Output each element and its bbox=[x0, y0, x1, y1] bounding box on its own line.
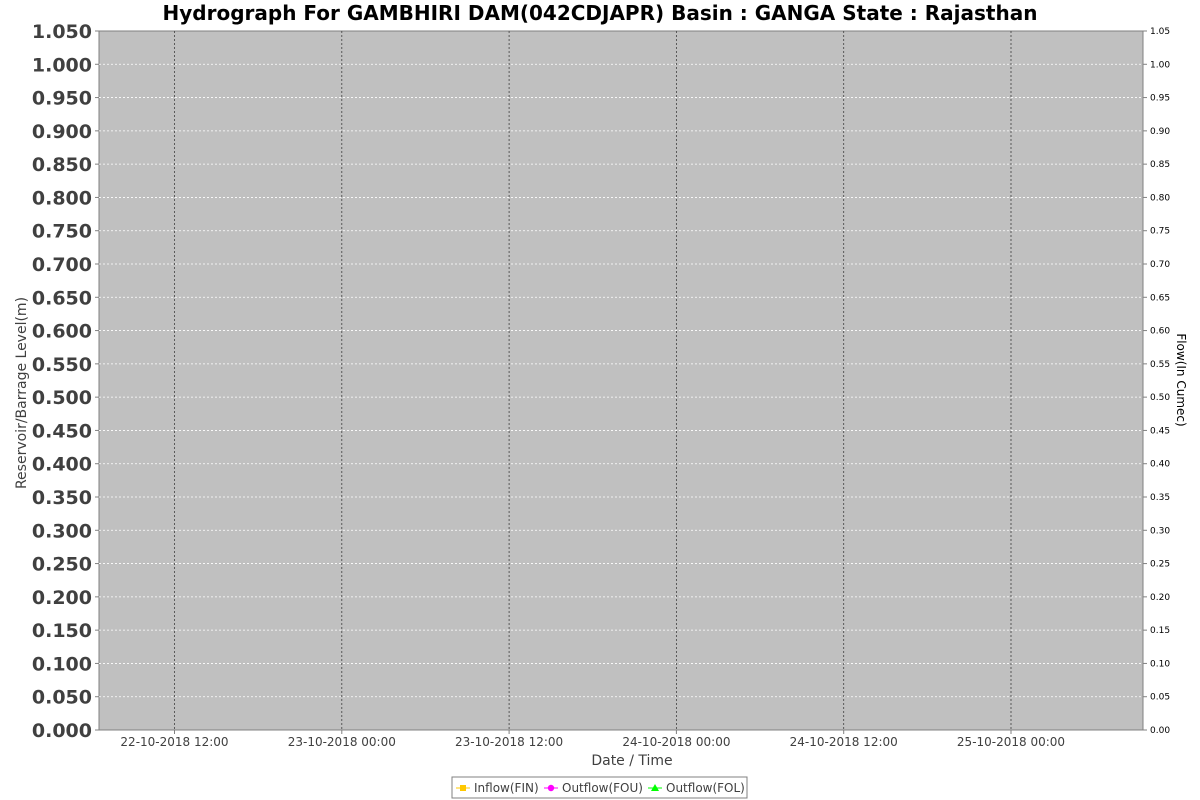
y-tick-label: 0.150 bbox=[32, 620, 92, 642]
y-tick-label: 0.950 bbox=[32, 88, 92, 110]
legend-marker-circle bbox=[547, 784, 555, 792]
legend: Inflow(FIN) Outflow(FOU) Outflow(FOL) bbox=[451, 776, 748, 799]
x-tick-label: 23-10-2018 12:00 bbox=[455, 735, 563, 749]
y-tick-label: 0.300 bbox=[32, 520, 92, 542]
y2-tick-label: 0.95 bbox=[1150, 94, 1170, 104]
y2-tick-label: 0.00 bbox=[1150, 726, 1170, 736]
y2-tick-label: 0.25 bbox=[1150, 560, 1170, 570]
y-tick-label: 0.550 bbox=[32, 354, 92, 376]
y2-tick-label: 0.35 bbox=[1150, 493, 1170, 503]
y-tick-label: 0.350 bbox=[32, 487, 92, 509]
y2-tick-label: 0.85 bbox=[1150, 160, 1170, 170]
vertical-gridlines bbox=[174, 31, 1012, 730]
y2-tick-label: 1.00 bbox=[1150, 60, 1170, 70]
y-tick-label: 0.250 bbox=[32, 554, 92, 576]
left-y-axis-label: Reservoir/Barrage Level(m) bbox=[14, 297, 30, 489]
y2-tick-label: 0.50 bbox=[1150, 393, 1170, 403]
y-tick-label: 1.000 bbox=[32, 54, 92, 76]
legend-box bbox=[451, 776, 748, 799]
chart-title: Hydrograph For GAMBHIRI DAM(042CDJAPR) B… bbox=[163, 1, 1038, 25]
legend-marker-triangle bbox=[651, 784, 659, 791]
y-tick-label: 0.450 bbox=[32, 420, 92, 442]
plot-area bbox=[98, 30, 1144, 731]
x-tick-label: 25-10-2018 00:00 bbox=[957, 735, 1065, 749]
x-tick-label: 23-10-2018 00:00 bbox=[288, 735, 396, 749]
y2-tick-label: 0.90 bbox=[1150, 127, 1170, 137]
y-tick-label: 0.600 bbox=[32, 321, 92, 343]
y2-tick-label: 0.30 bbox=[1150, 526, 1170, 536]
y-tick-label: 1.050 bbox=[32, 21, 92, 43]
legend-marker-square bbox=[460, 785, 466, 791]
left-y-axis-ticks: 0.000 0.050 0.100 0.150 0.200 0.250 0.300 0.350… bbox=[32, 21, 99, 742]
right-y-axis-label: Flow(In Cumec) bbox=[1174, 333, 1188, 426]
y2-tick-label: 0.70 bbox=[1150, 260, 1170, 270]
y2-tick-label: 0.75 bbox=[1150, 227, 1170, 237]
y2-tick-label: 0.60 bbox=[1150, 327, 1170, 337]
y2-tick-label: 0.45 bbox=[1150, 426, 1170, 436]
y-tick-label: 0.050 bbox=[32, 687, 92, 709]
y2-tick-label: 0.80 bbox=[1150, 193, 1170, 203]
y-tick-label: 0.200 bbox=[32, 587, 92, 609]
y-tick-label: 0.750 bbox=[32, 221, 92, 243]
x-tick-label: 24-10-2018 00:00 bbox=[622, 735, 730, 749]
legend-label: Inflow(FIN) bbox=[474, 781, 539, 795]
y2-tick-label: 0.10 bbox=[1150, 659, 1170, 669]
y-tick-label: 0.000 bbox=[32, 720, 92, 742]
y-tick-label: 0.800 bbox=[32, 187, 92, 209]
y2-tick-label: 0.65 bbox=[1150, 293, 1170, 303]
y2-tick-label: 1.05 bbox=[1150, 27, 1170, 37]
y-tick-label: 0.850 bbox=[32, 154, 92, 176]
y-tick-label: 0.700 bbox=[32, 254, 92, 276]
right-y-axis-ticks: 0.00 0.05 0.10 0.15 0.20 0.25 0.30 0.35 0.40 0.45… bbox=[1143, 27, 1170, 736]
x-axis-label: Date / Time bbox=[591, 753, 672, 769]
y-tick-label: 0.500 bbox=[32, 387, 92, 409]
y2-tick-label: 0.55 bbox=[1150, 360, 1170, 370]
y2-tick-label: 0.05 bbox=[1150, 693, 1170, 703]
x-axis-ticks: 22-10-2018 12:00 23-10-2018 00:00 23-10-20… bbox=[120, 730, 1065, 749]
y-tick-label: 0.650 bbox=[32, 287, 92, 309]
horizontal-gridlines bbox=[99, 63, 1143, 698]
y-tick-label: 0.900 bbox=[32, 121, 92, 143]
y2-tick-label: 0.15 bbox=[1150, 626, 1170, 636]
y2-tick-label: 0.40 bbox=[1150, 460, 1170, 470]
y2-tick-label: 0.20 bbox=[1150, 593, 1170, 603]
legend-label: Outflow(FOU) bbox=[562, 781, 643, 795]
x-tick-label: 22-10-2018 12:00 bbox=[120, 735, 228, 749]
legend-label: Outflow(FOL) bbox=[666, 781, 745, 795]
x-tick-label: 24-10-2018 12:00 bbox=[790, 735, 898, 749]
y-tick-label: 0.400 bbox=[32, 454, 92, 476]
y-tick-label: 0.100 bbox=[32, 653, 92, 675]
